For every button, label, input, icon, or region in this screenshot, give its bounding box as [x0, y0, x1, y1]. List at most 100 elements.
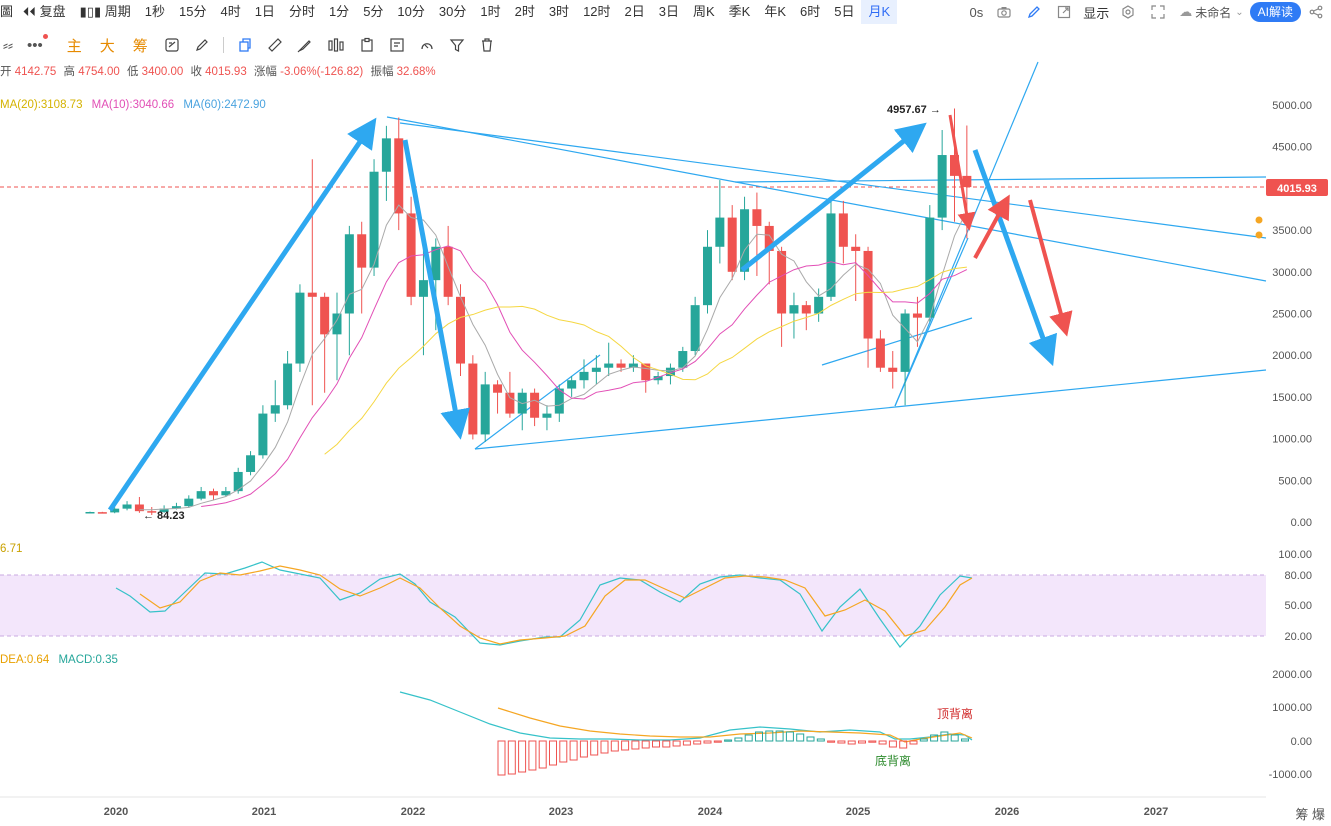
macd-bar — [765, 730, 774, 742]
price-axis-tick: 3500.00 — [1272, 225, 1312, 237]
macd-bar — [919, 738, 928, 742]
note-icon[interactable] — [389, 37, 405, 53]
sliders-icon[interactable]: ⸗⸗ — [3, 36, 13, 54]
macd-axis-tick: 2000.00 — [1272, 669, 1312, 681]
filter-icon[interactable] — [449, 37, 465, 53]
candle — [456, 284, 465, 377]
popout-icon[interactable] — [1056, 4, 1072, 20]
candle — [764, 221, 774, 285]
macd-bar — [631, 740, 640, 750]
bars-icon[interactable] — [327, 37, 345, 53]
time-axis-tick: 2027 — [1144, 806, 1168, 818]
macd-bar — [549, 740, 557, 766]
more-icon[interactable]: ••• — [27, 33, 48, 54]
trash-icon[interactable] — [479, 37, 495, 53]
fullscreen-icon[interactable] — [1150, 4, 1166, 20]
display-button[interactable]: 显示 — [1083, 5, 1110, 21]
bottom-right-tools[interactable]: 筹 爆 — [1295, 807, 1325, 822]
top-toolbar: 圖 ⏴⏴ 复盘 ▮▯▮ 周期 1秒 15分 4时 1日 分时 1分 5分 10分 30分 1时 2时… — [0, 0, 1331, 24]
chevron-down-icon[interactable]: ⌄ — [1235, 6, 1244, 18]
indicator-toggle-0[interactable]: 主 — [66, 37, 82, 55]
brush-icon[interactable] — [297, 37, 313, 53]
macd-bar — [888, 740, 897, 748]
high-value: 4754.00 — [78, 66, 120, 78]
period-tab-20[interactable]: 月K — [861, 0, 898, 24]
bottom-divergence-label: 底背离 — [875, 753, 911, 768]
change-value: -3.06%(-126.82) — [280, 66, 364, 78]
candle — [493, 380, 503, 414]
period-tab-2[interactable]: 4时 — [220, 4, 241, 19]
time-axis-tick: 2025 — [846, 806, 870, 818]
period-tab-19[interactable]: 5日 — [834, 4, 855, 19]
price-axis-tick: 3000.00 — [1272, 267, 1312, 279]
cloud-icon[interactable]: ☁ — [1179, 4, 1193, 19]
copy-icon[interactable] — [237, 37, 253, 53]
macd-bar — [559, 740, 568, 763]
indicator-toggle-2[interactable]: 筹 — [132, 37, 148, 55]
candle — [357, 221, 367, 314]
dea-value: DEA:0.64 — [0, 654, 50, 666]
replace-icon[interactable] — [164, 37, 180, 53]
period-tab-5[interactable]: 1分 — [328, 4, 350, 19]
ma-lines — [139, 204, 968, 511]
amp-label: 振幅 — [370, 66, 394, 78]
period-tab-10[interactable]: 2时 — [514, 4, 535, 19]
kdj-lines — [115, 561, 973, 648]
candle — [554, 384, 564, 422]
candle — [937, 130, 947, 231]
period-tab-1[interactable]: 15分 — [179, 4, 207, 19]
period-menu[interactable]: ▮▯▮ 周期 — [73, 0, 138, 24]
candle — [900, 309, 910, 406]
candle — [727, 205, 737, 281]
share-icon[interactable] — [1308, 4, 1324, 20]
period-tab-7[interactable]: 10分 — [397, 4, 425, 19]
period-tab-17[interactable]: 年K — [764, 4, 787, 19]
pencil-icon[interactable] — [194, 37, 210, 53]
period-tab-11[interactable]: 3时 — [548, 4, 570, 19]
macd-bar — [930, 734, 939, 742]
ai-analysis-button[interactable]: AI解读 — [1249, 2, 1301, 22]
candle — [851, 234, 861, 301]
ma20-value: MA(20):3108.73 — [0, 99, 83, 111]
candle — [505, 371, 515, 418]
macd-bar — [909, 740, 918, 745]
indicator-toggle-1[interactable]: 大 — [99, 37, 115, 55]
unnamed-layout[interactable]: 未命名 — [1195, 5, 1232, 20]
candle — [690, 296, 700, 356]
macd-dea-line — [497, 707, 973, 743]
clipboard-icon[interactable] — [359, 37, 375, 53]
period-tab-8[interactable]: 30分 — [438, 4, 467, 19]
period-tab-9[interactable]: 1时 — [480, 4, 501, 19]
period-tab-14[interactable]: 3日 — [658, 4, 679, 19]
period-tab-15[interactable]: 周K — [693, 4, 715, 19]
replay-icon: ⏴⏴ — [23, 4, 37, 19]
period-tab-12[interactable]: 12时 — [583, 4, 611, 19]
period-tab-18[interactable]: 6时 — [800, 4, 821, 19]
amp-value: 32.68% — [396, 66, 436, 78]
macd-bar — [610, 740, 619, 752]
candle — [875, 330, 885, 372]
replay-button[interactable]: ⏴⏴ 复盘 — [16, 0, 73, 24]
analysis-arrows — [107, 114, 1073, 512]
period-tab-0[interactable]: 1秒 — [144, 4, 165, 19]
edit-icon[interactable] — [1026, 4, 1042, 20]
candle — [530, 388, 540, 427]
macd-dif-line — [399, 691, 973, 741]
magnet-icon[interactable] — [419, 37, 435, 53]
candle — [443, 225, 453, 306]
ruler-icon[interactable] — [267, 37, 283, 53]
settings-icon[interactable] — [1120, 4, 1136, 20]
trendline — [399, 122, 1267, 239]
candle — [752, 192, 762, 276]
period-tab-13[interactable]: 2日 — [624, 4, 645, 19]
period-tab-3[interactable]: 1日 — [254, 4, 275, 19]
candle — [184, 495, 194, 508]
toolbar-left-glyph[interactable]: 圖 — [0, 4, 14, 19]
period-tab-16[interactable]: 季K — [728, 4, 751, 19]
period-tab-4[interactable]: 分时 — [288, 4, 315, 19]
candle — [369, 159, 379, 276]
macd-bar — [775, 730, 784, 742]
period-tab-6[interactable]: 5分 — [363, 4, 384, 19]
camera-icon[interactable] — [996, 4, 1012, 20]
